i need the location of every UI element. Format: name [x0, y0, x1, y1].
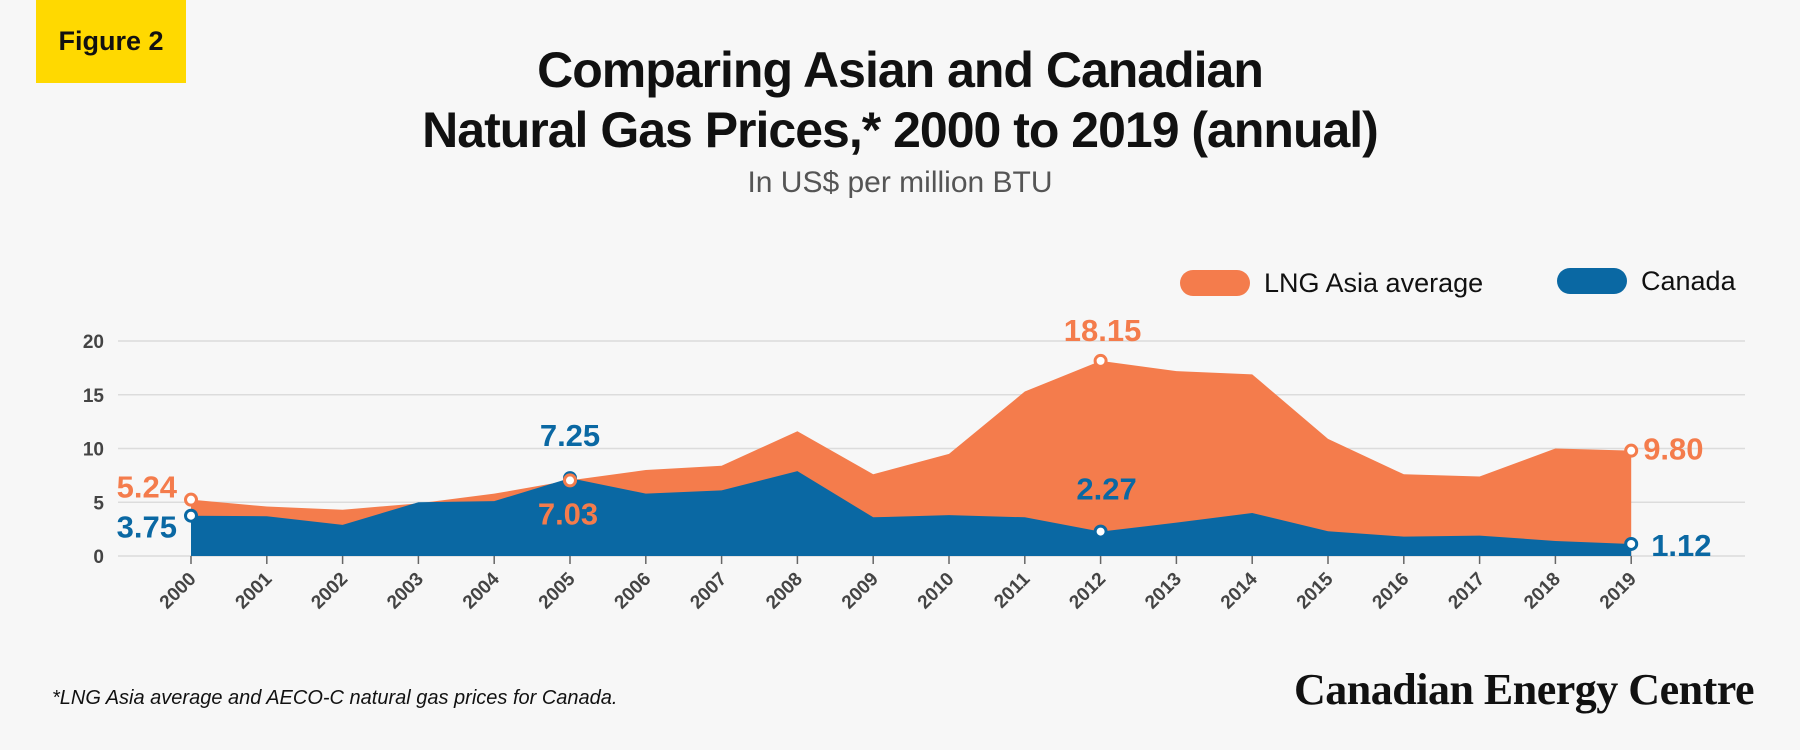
- x-tick-label: 2015: [1293, 568, 1338, 613]
- x-tick-label: 2016: [1369, 569, 1414, 614]
- legend: LNG Asia average Canada: [1180, 266, 1737, 298]
- data-label: 5.24: [117, 470, 178, 505]
- x-axis: 2000 2001 2002 2003 2004 2005 2006 2007 2008 2009…: [156, 556, 1641, 613]
- x-tick-label: 2014: [1217, 568, 1262, 613]
- x-tick-label: 2000: [156, 569, 201, 614]
- legend-label: LNG Asia average: [1264, 268, 1483, 298]
- data-label: 18.15: [1064, 313, 1142, 348]
- x-tick-label: 2001: [232, 568, 277, 613]
- y-axis: 0 5 10 15 20: [83, 332, 105, 568]
- data-label: 9.80: [1643, 432, 1703, 467]
- x-tick-label: 2009: [838, 569, 883, 614]
- data-label: 7.03: [538, 496, 598, 531]
- data-point-marker: [563, 473, 577, 488]
- series-area-canada: [191, 471, 1632, 556]
- x-tick-label: 2017: [1444, 569, 1489, 614]
- figure-badge: Figure 2: [36, 0, 186, 83]
- x-tick-label: 2010: [914, 569, 959, 614]
- y-tick-label: 5: [93, 493, 104, 514]
- x-tick-label: 2006: [611, 569, 656, 614]
- data-point-marker: [1624, 536, 1639, 551]
- x-tick-label: 2012: [1065, 569, 1110, 614]
- title-line-2: Natural Gas Prices,* 2000 to 2019 (annua…: [422, 102, 1379, 158]
- chart-subtitle: In US$ per million BTU: [747, 166, 1053, 199]
- y-tick-label: 20: [83, 332, 104, 353]
- data-markers: 5.24 3.75 7.25 7.03 18.15 2.27 9.80 1.12: [117, 313, 1712, 563]
- x-tick-label: 2004: [459, 568, 504, 613]
- y-tick-label: 15: [83, 386, 105, 407]
- data-point-marker: [184, 508, 198, 523]
- data-point-marker: [184, 492, 198, 507]
- x-tick-label: 2019: [1596, 569, 1641, 614]
- data-point-marker: [1093, 353, 1108, 368]
- legend-swatch: [1180, 270, 1250, 296]
- series-areas: [191, 360, 1632, 556]
- data-label: 3.75: [117, 510, 177, 545]
- x-tick-label: 2008: [762, 569, 807, 614]
- legend-swatch: [1557, 268, 1627, 294]
- legend-label: Canada: [1641, 266, 1737, 296]
- x-tick-label: 2013: [1141, 569, 1186, 614]
- x-tick-label: 2003: [383, 569, 428, 614]
- x-tick-label: 2005: [535, 568, 580, 613]
- data-label: 7.25: [540, 418, 600, 453]
- x-tick-label: 2007: [686, 569, 731, 614]
- brand-logo: Canadian Energy Centre: [1294, 665, 1754, 714]
- x-tick-label: 2002: [307, 569, 352, 614]
- chart-title: Comparing Asian and Canadian Natural Gas…: [0, 40, 1800, 160]
- footnote: *LNG Asia average and AECO-C natural gas…: [52, 687, 618, 709]
- data-label: 2.27: [1076, 472, 1136, 507]
- title-line-1: Comparing Asian and Canadian: [537, 42, 1264, 98]
- x-tick-label: 2011: [990, 568, 1034, 612]
- data-label: 1.12: [1651, 528, 1711, 563]
- data-point-marker: [1624, 443, 1639, 458]
- data-point-marker: [1093, 524, 1108, 539]
- x-tick-label: 2018: [1520, 569, 1565, 614]
- y-tick-label: 10: [83, 440, 104, 461]
- y-tick-label: 0: [93, 547, 104, 568]
